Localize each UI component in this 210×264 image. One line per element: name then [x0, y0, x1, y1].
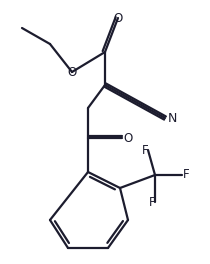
- Text: O: O: [113, 12, 123, 25]
- Text: F: F: [183, 168, 189, 182]
- Text: N: N: [168, 111, 177, 125]
- Text: O: O: [123, 131, 133, 144]
- Text: F: F: [142, 144, 148, 157]
- Text: O: O: [67, 65, 77, 78]
- Text: F: F: [149, 196, 155, 209]
